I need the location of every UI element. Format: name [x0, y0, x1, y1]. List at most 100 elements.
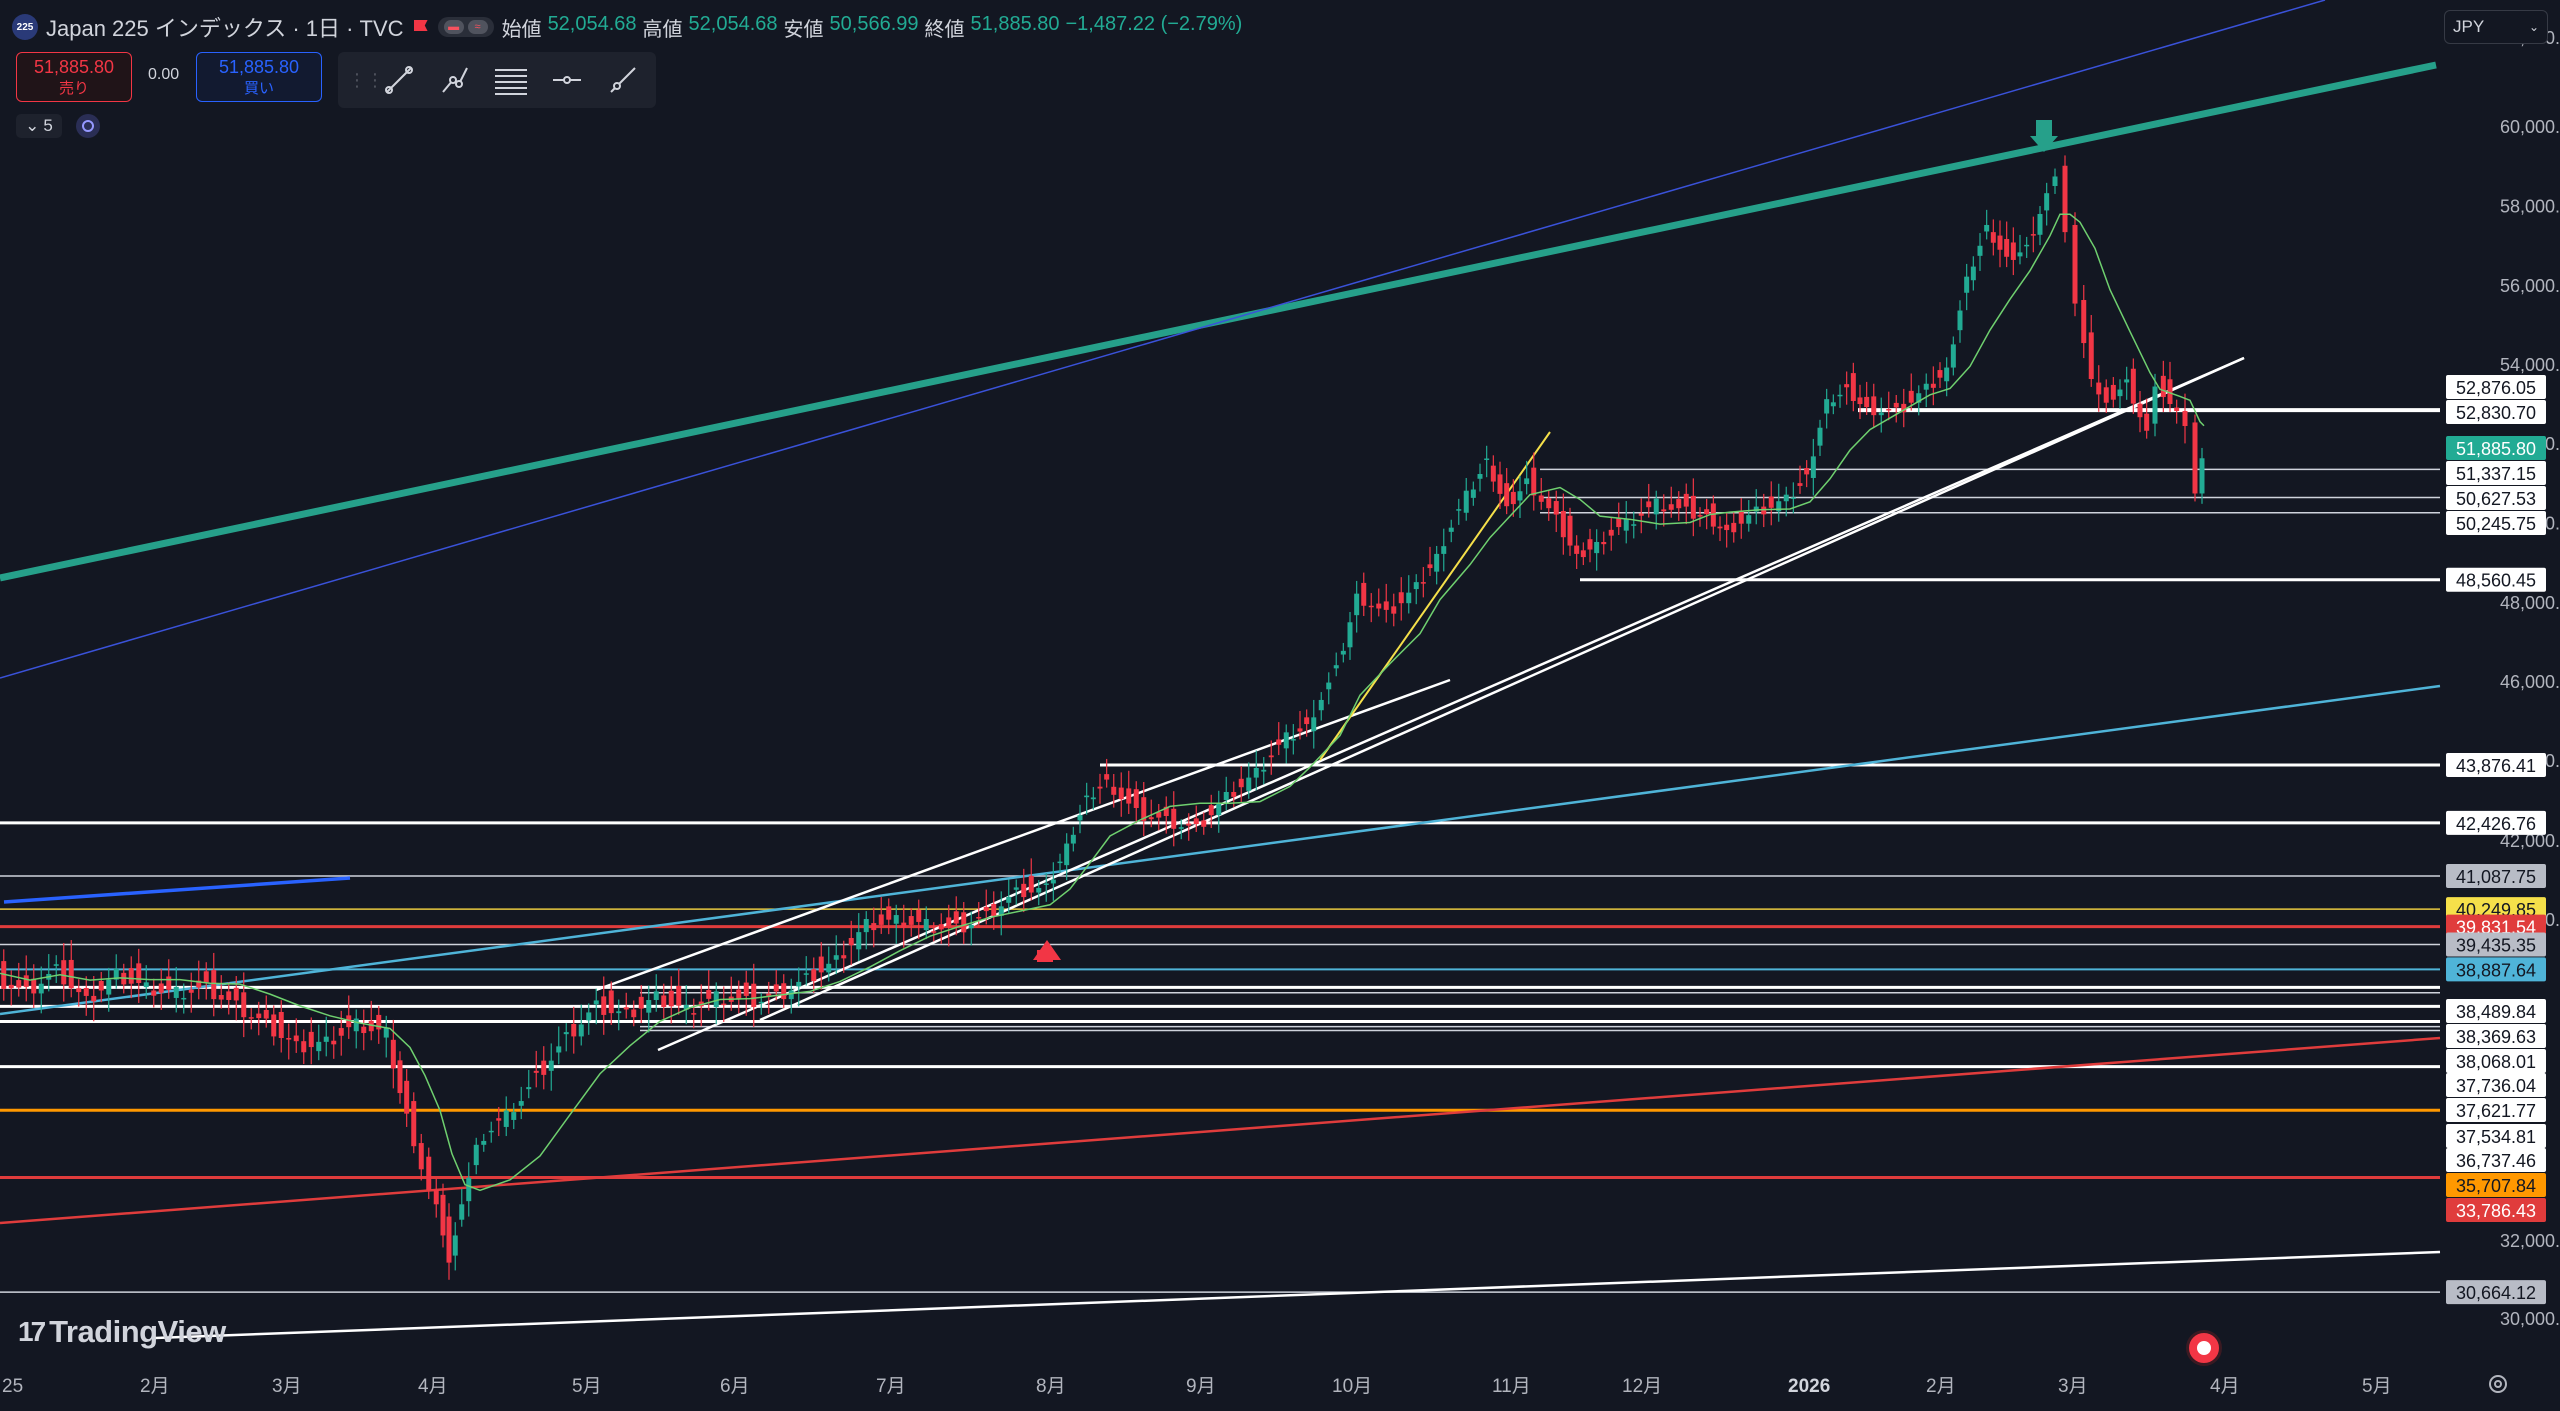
- candle-body: [2152, 386, 2158, 424]
- ray-tool[interactable]: [602, 60, 644, 100]
- candle-body: [1043, 883, 1049, 885]
- candle-body: [571, 1023, 577, 1037]
- candle-body: [1616, 517, 1622, 528]
- candle-body: [773, 984, 779, 992]
- candle-body: [496, 1118, 502, 1121]
- candle-body: [1857, 397, 1863, 405]
- collapse-button[interactable]: ⌄ 5: [16, 114, 62, 138]
- candle-body: [446, 1216, 452, 1263]
- high-value: 52,054.68: [688, 12, 778, 35]
- candle-body: [23, 975, 29, 987]
- candle-body: [811, 969, 817, 981]
- price-label-badge: [2446, 752, 2546, 777]
- path-tool[interactable]: [434, 60, 476, 100]
- low-value: 50,566.99: [829, 12, 919, 35]
- currency-select[interactable]: JPY ⌄: [2444, 10, 2548, 44]
- candle-body: [1028, 875, 1034, 893]
- candles: [1, 155, 2205, 1280]
- moving-average-line: [0, 213, 2205, 1192]
- candle-body: [1036, 887, 1042, 893]
- buy-price: 51,885.80: [218, 57, 300, 77]
- flag-icon[interactable]: [412, 18, 430, 36]
- candle-body: [2004, 239, 2010, 257]
- candle-body: [323, 1036, 329, 1042]
- candle-body: [841, 955, 847, 959]
- candle-body: [953, 911, 959, 924]
- candle-body: [316, 1041, 322, 1052]
- candle-body: [683, 1004, 689, 1010]
- candle-body: [196, 980, 202, 988]
- buy-button[interactable]: 51,885.80 買い: [196, 52, 322, 102]
- candle-body: [2144, 413, 2150, 431]
- visibility-toggle[interactable]: ▬ ≈: [437, 17, 494, 37]
- gear-icon[interactable]: [2486, 1372, 2510, 1396]
- candle-body: [2024, 244, 2030, 247]
- candle-body: [1546, 498, 1552, 509]
- candle-body: [1413, 582, 1419, 590]
- candle-body: [1383, 601, 1389, 610]
- candle-body: [1804, 468, 1810, 475]
- candle-body: [1326, 682, 1332, 690]
- price-label-text: 38,068.01: [2456, 1052, 2536, 1072]
- candle-body: [503, 1110, 509, 1127]
- candle-body: [818, 956, 824, 973]
- price-label-badge: [2446, 436, 2546, 460]
- candle-body: [411, 1101, 417, 1147]
- candle-body: [766, 993, 772, 997]
- candle-body: [1553, 501, 1559, 515]
- candle-body: [1768, 496, 1774, 508]
- candle-body: [1977, 245, 1983, 256]
- candle-body: [151, 990, 157, 996]
- close-label: 終値: [924, 18, 965, 41]
- candle-body: [1178, 827, 1184, 829]
- price-label-text: 36,737.46: [2456, 1151, 2536, 1171]
- candle-body: [241, 992, 247, 1018]
- candle-body: [1753, 506, 1759, 512]
- drag-handle-icon[interactable]: ⋮⋮: [348, 69, 384, 90]
- time-label: 12月: [1622, 1376, 1662, 1397]
- price-label-badge: [2446, 400, 2546, 424]
- candle-body: [1013, 887, 1019, 890]
- candle-body: [668, 990, 674, 1007]
- sell-label: 売り: [58, 80, 89, 97]
- low-label: 安値: [783, 18, 824, 41]
- trend-line-tool[interactable]: [378, 60, 420, 100]
- candle-body: [676, 985, 682, 1006]
- time-label: 5月: [2362, 1376, 2392, 1397]
- candle-body: [856, 932, 862, 950]
- candle-body: [743, 982, 749, 996]
- candle-body: [1810, 456, 1816, 478]
- replay-target-icon[interactable]: [2186, 1330, 2222, 1366]
- candle-body: [713, 991, 719, 1008]
- candle-body: [541, 1060, 547, 1075]
- candle-body: [1594, 541, 1600, 554]
- candle-body: [1133, 789, 1139, 808]
- candle-body: [31, 978, 37, 994]
- trend-line: [154, 1250, 2441, 1340]
- candle-body: [968, 924, 974, 929]
- trend-line-icon: [385, 66, 413, 94]
- candle-body: [2124, 379, 2130, 383]
- candle-body: [293, 1035, 299, 1042]
- price-label-badge: [2446, 1049, 2546, 1073]
- time-label: 4月: [418, 1376, 448, 1397]
- candle-body: [1676, 499, 1682, 509]
- tradingview-logo[interactable]: 17 TradingView: [18, 1314, 226, 1350]
- candle-body: [1930, 383, 1936, 388]
- price-label-badge: [2446, 1148, 2546, 1172]
- candle-body: [1731, 522, 1737, 533]
- symbol-title[interactable]: Japan 225 インデックス · 1日 · TVC: [46, 16, 404, 41]
- fib-tool[interactable]: [490, 60, 532, 100]
- ohlc-values: 始値 52,054.68 高値 52,054.68 安値 50,566.99 終値 51…: [502, 13, 1243, 42]
- price-label-text: 38,887.64: [2456, 960, 2536, 980]
- candle-body: [233, 987, 239, 1001]
- candle-body: [1524, 478, 1530, 485]
- horizontal-line-tool[interactable]: [546, 60, 588, 100]
- buy-label: 買い: [243, 80, 274, 97]
- sell-button[interactable]: 51,885.80 売り: [16, 52, 132, 102]
- sync-icon[interactable]: [76, 114, 100, 138]
- candle-body: [331, 1040, 337, 1045]
- candle-body: [593, 1000, 599, 1005]
- trend-line: [759, 356, 2245, 1022]
